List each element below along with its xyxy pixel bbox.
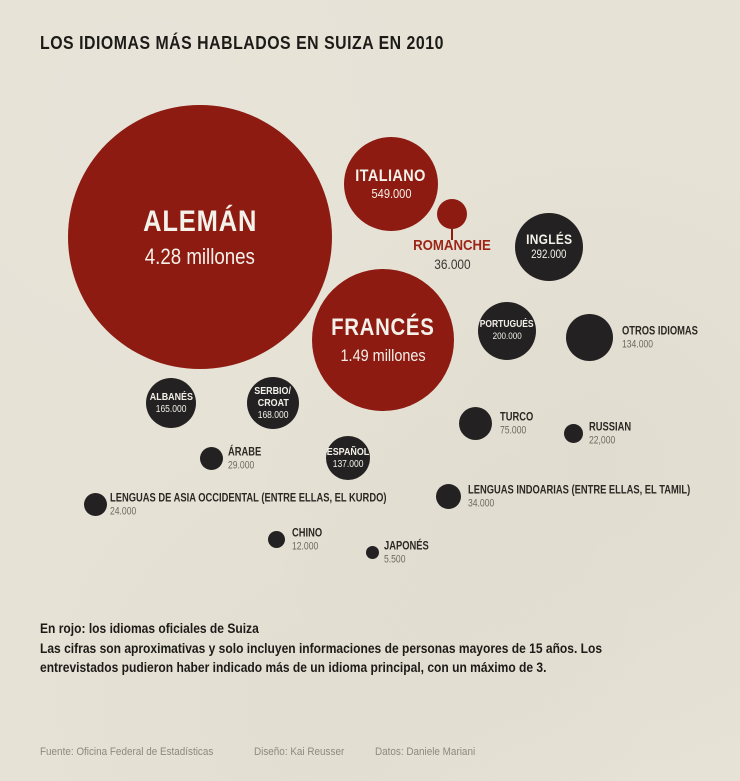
bubble-lenguas-indoarias	[436, 484, 461, 509]
bubble-serbio-value: 168.000	[257, 409, 289, 421]
label-japones: JAPONÉS 5.500	[384, 539, 441, 568]
bubble-italiano: ITALIANO 549.000	[344, 137, 438, 231]
label-lenguas-asia-occidental-name: LENGUAS DE ASIA OCCIDENTAL (ENTRE ELLAS,…	[110, 490, 387, 505]
label-chino-name: CHINO	[292, 525, 323, 540]
label-otros-idiomas: OTROS IDIOMAS 134.000	[622, 324, 719, 353]
label-lenguas-indoarias-value: 34.000	[468, 498, 495, 511]
footnote-line3-text: entrevistados pudieron haber indicado má…	[40, 659, 547, 675]
romanche-connector-line	[451, 228, 453, 240]
bubble-portugues: PORTUGUÉS 200.000	[478, 302, 536, 360]
bubble-italiano-value: 549.000	[371, 186, 411, 202]
credits: Fuente: Oficina Federal de Estadísticas …	[40, 746, 504, 758]
label-romanche-value: 36.000	[433, 257, 471, 272]
footnotes: En rojo: los idiomas oficiales de Suiza …	[40, 620, 694, 679]
footnote-line2: Las cifras son aproximativas y solo incl…	[40, 640, 694, 660]
bubble-espanol: ESPAÑOL 137.000	[326, 436, 370, 480]
bubble-ingles-label: INGLÉS	[525, 231, 573, 248]
label-turco-value: 75.000	[500, 425, 527, 438]
label-japones-name: JAPONÉS	[384, 538, 429, 553]
page-title-text: LOS IDIOMAS MÁS HABLADOS EN SUIZA EN 201…	[40, 33, 444, 53]
bubble-aleman-label: ALEMÁN	[142, 204, 258, 238]
label-arabe-name: ÁRABE	[228, 444, 262, 459]
bubble-arabe	[200, 447, 223, 470]
label-lenguas-indoarias: LENGUAS INDOARIAS (ENTRE ELLAS, EL TAMIL…	[468, 483, 740, 512]
label-turco-name: TURCO	[500, 409, 534, 424]
page-title: LOS IDIOMAS MÁS HABLADOS EN SUIZA EN 201…	[40, 33, 499, 54]
label-lenguas-indoarias-name: LENGUAS INDOARIAS (ENTRE ELLAS, EL TAMIL…	[468, 482, 691, 497]
bubble-frances-label: FRANCÉS	[331, 314, 435, 342]
bubble-espanol-label: ESPAÑOL	[326, 445, 370, 458]
label-lenguas-asia-occidental: LENGUAS DE ASIA OCCIDENTAL (ENTRE ELLAS,…	[110, 491, 464, 520]
bubble-lenguas-asia-occidental	[84, 493, 107, 516]
label-russian: RUSSIAN 22,000	[589, 420, 643, 449]
label-turco: TURCO 75.000	[500, 410, 543, 439]
label-otros-idiomas-value: 134.000	[622, 339, 654, 352]
footnote-legend-text: En rojo: los idiomas oficiales de Suiza	[40, 620, 259, 636]
bubble-aleman: ALEMÁN 4.28 millones	[68, 105, 332, 369]
bubble-aleman-value: 4.28 millones	[144, 244, 256, 270]
credit-data: Datos: Daniele Mariani	[375, 746, 476, 758]
label-lenguas-asia-occidental-value: 24.000	[110, 506, 137, 519]
footnote-legend: En rojo: los idiomas oficiales de Suiza	[40, 620, 694, 640]
bubble-italiano-label: ITALIANO	[355, 165, 427, 185]
label-romanche-name: ROMANCHE	[413, 237, 491, 254]
credit-source: Fuente: Oficina Federal de Estadísticas	[40, 746, 214, 758]
label-romanche: ROMANCHE 36.000	[408, 237, 496, 273]
label-chino: CHINO 12.000	[292, 526, 331, 555]
footnote-line2-text: Las cifras son aproximativas y solo incl…	[40, 639, 603, 656]
bubble-chino	[268, 531, 285, 548]
bubble-albanes-label: ALBANÉS	[149, 390, 193, 403]
label-arabe: ÁRABE 29.000	[228, 445, 271, 474]
bubble-espanol-value: 137.000	[332, 458, 364, 470]
bubble-frances-value: 1.49 millones	[340, 346, 426, 366]
footnote-line3: entrevistados pudieron haber indicado má…	[40, 659, 694, 679]
bubble-albanes: ALBANÉS 165.000	[146, 378, 196, 428]
bubble-portugues-value: 200.000	[492, 330, 522, 342]
bubble-portugues-label: PORTUGUÉS	[480, 319, 534, 331]
label-otros-idiomas-name: OTROS IDIOMAS	[622, 323, 698, 338]
bubble-russian	[564, 424, 583, 443]
bubble-romanche	[437, 199, 467, 229]
label-chino-value: 12.000	[292, 541, 319, 554]
bubble-japones	[366, 546, 379, 559]
bubble-serbio-label-line1: SERBIO/	[254, 384, 292, 397]
bubble-serbio-label-line2: CROAT	[257, 396, 289, 409]
bubble-turco	[459, 407, 492, 440]
bubble-frances: FRANCÉS 1.49 millones	[312, 269, 454, 411]
bubble-ingles: INGLÉS 292.000	[515, 213, 583, 281]
bubble-serbio-croat: SERBIO/ CROAT 168.000	[247, 377, 299, 429]
label-japones-value: 5.500	[384, 554, 406, 567]
bubble-ingles-value: 292.000	[531, 249, 567, 262]
label-arabe-value: 29.000	[228, 460, 255, 473]
bubble-otros-idiomas	[566, 314, 613, 361]
label-russian-name: RUSSIAN	[589, 419, 632, 434]
label-russian-value: 22,000	[589, 435, 616, 448]
credit-design: Diseño: Kai Reusser	[253, 746, 344, 758]
bubble-albanes-value: 165.000	[155, 403, 187, 415]
